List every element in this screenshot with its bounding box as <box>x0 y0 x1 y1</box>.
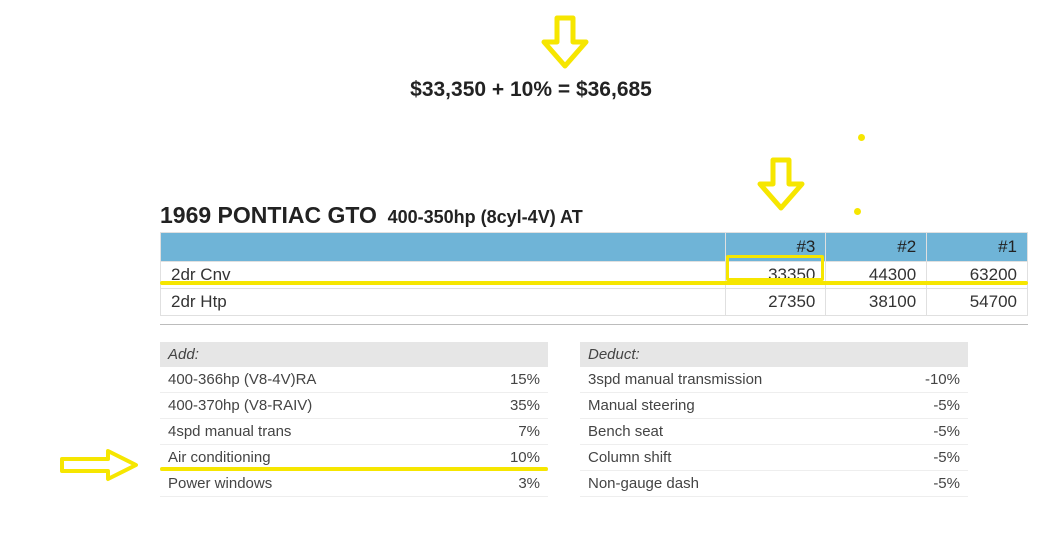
value-table: #3 #2 #1 2dr Cnv 33350 44300 63200 2dr H… <box>160 232 1028 316</box>
highlight-box <box>726 255 824 281</box>
adjuster-pct: -10% <box>925 371 960 388</box>
adjuster-label: Bench seat <box>588 423 663 440</box>
value-table-cell-v3: 27350 <box>725 289 826 316</box>
adjuster-pct: 10% <box>510 449 540 466</box>
calculation-text: $33,350 + 10% = $36,685 <box>410 78 652 101</box>
adjuster-deduct: Deduct: 3spd manual transmission -10% Ma… <box>580 342 968 497</box>
adjuster-row: Power windows 3% <box>160 471 548 497</box>
highlight-line <box>160 467 548 471</box>
adjuster-label: Manual steering <box>588 397 695 414</box>
value-table-header-name <box>161 233 726 262</box>
adjuster-row: 400-370hp (V8-RAIV) 35% <box>160 393 548 419</box>
arrow-down-icon <box>756 156 806 212</box>
value-table-cell-v1: 54700 <box>927 289 1028 316</box>
arrow-down-icon <box>540 14 590 70</box>
adjuster-pct: 3% <box>518 475 540 492</box>
adjuster-label: Air conditioning <box>168 449 271 466</box>
adjuster-pct: 7% <box>518 423 540 440</box>
vehicle-title-sub: 400-350hp (8cyl-4V) AT <box>388 207 583 227</box>
value-table-row: 2dr Htp 27350 38100 54700 <box>161 289 1028 316</box>
highlight-dot <box>858 134 865 141</box>
adjuster-pct: -5% <box>933 423 960 440</box>
adjuster-row: 4spd manual trans 7% <box>160 419 548 445</box>
adjuster-label: 400-366hp (V8-4V)RA <box>168 371 316 388</box>
adjuster-deduct-header: Deduct: <box>580 342 968 367</box>
vehicle-title: 1969 PONTIAC GTO 400-350hp (8cyl-4V) AT <box>160 202 1030 229</box>
adjuster-label: Column shift <box>588 449 671 466</box>
adjuster-row: Column shift -5% <box>580 445 968 471</box>
highlight-dot <box>854 208 861 215</box>
adjuster-row: 400-366hp (V8-4V)RA 15% <box>160 367 548 393</box>
adjuster-pct: 35% <box>510 397 540 414</box>
adjuster-label: Non-gauge dash <box>588 475 699 492</box>
adjuster-row: Manual steering -5% <box>580 393 968 419</box>
adjuster-row: Bench seat -5% <box>580 419 968 445</box>
adjuster-pct: -5% <box>933 449 960 466</box>
adjuster-row: 3spd manual transmission -10% <box>580 367 968 393</box>
adjuster-row: Non-gauge dash -5% <box>580 471 968 497</box>
adjuster-label: Power windows <box>168 475 272 492</box>
adjuster-add-header: Add: <box>160 342 548 367</box>
calculation-result: $33,350 + 10% = $36,685 <box>0 78 1062 102</box>
value-table-header-c1: #1 <box>927 233 1028 262</box>
vehicle-title-primary: 1969 PONTIAC GTO <box>160 202 377 228</box>
section-divider <box>160 324 1028 325</box>
value-table-cell-v2: 38100 <box>826 289 927 316</box>
adjuster-pct: 15% <box>510 371 540 388</box>
arrow-right-icon <box>58 448 140 482</box>
value-table-cell-name: 2dr Htp <box>161 289 726 316</box>
adjuster-pct: -5% <box>933 397 960 414</box>
value-table-header-row: #3 #2 #1 <box>161 233 1028 262</box>
adjuster-label: 400-370hp (V8-RAIV) <box>168 397 312 414</box>
value-table-header-c2: #2 <box>826 233 927 262</box>
adjuster-pct: -5% <box>933 475 960 492</box>
adjuster-label: 3spd manual transmission <box>588 371 762 388</box>
adjuster-add: Add: 400-366hp (V8-4V)RA 15% 400-370hp (… <box>160 342 548 497</box>
adjuster-label: 4spd manual trans <box>168 423 291 440</box>
highlight-line <box>160 281 1028 285</box>
